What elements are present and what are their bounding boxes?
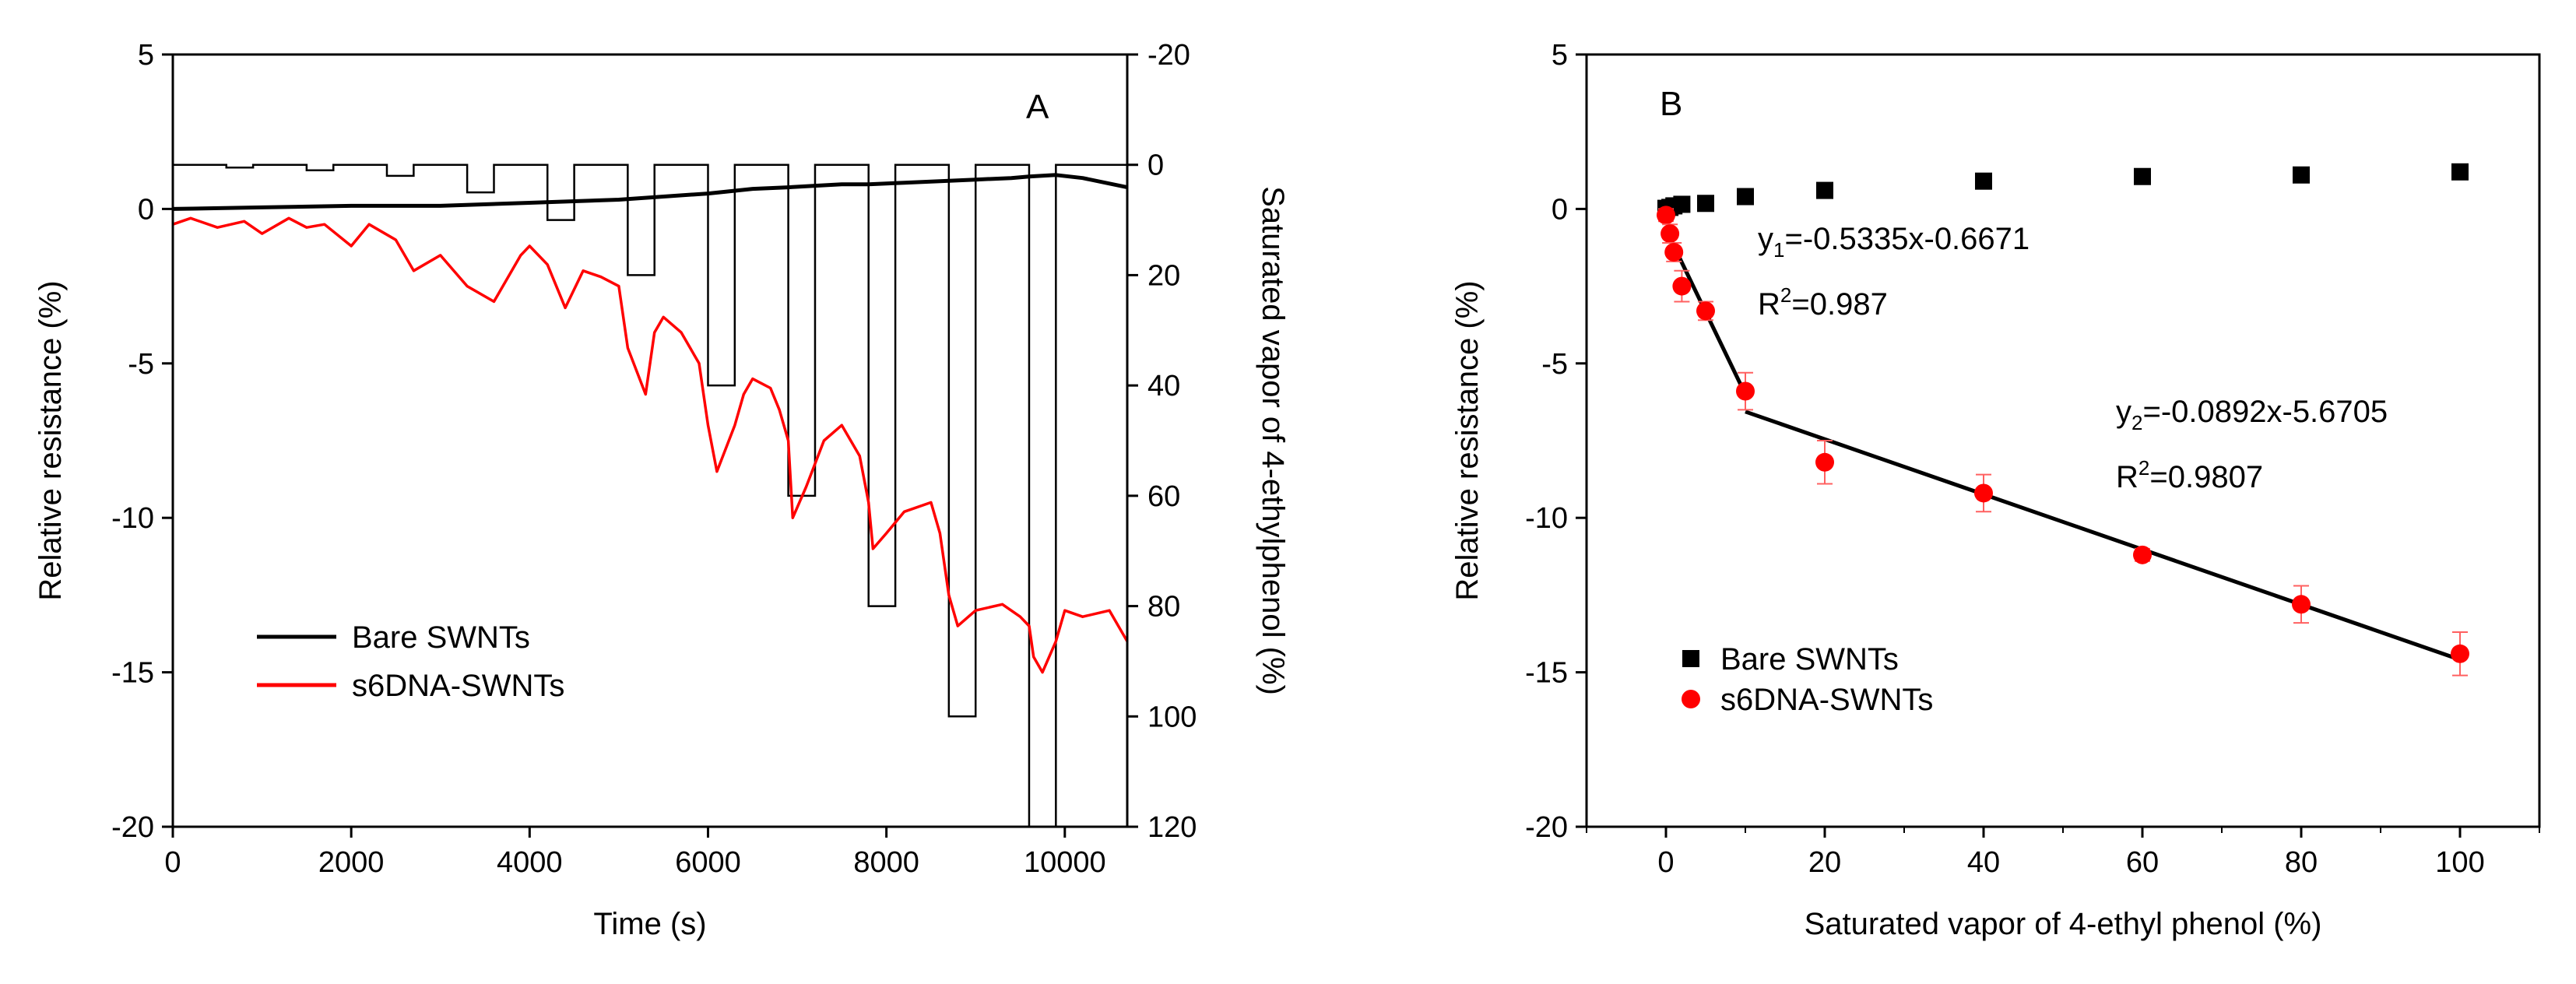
point-s6dna-swnts [1657,206,1675,225]
panel-a-y2-ticks: -20 0 20 40 60 80 100 120 [1127,39,1197,844]
point-bare-swnts [1816,181,1833,199]
point-s6dna-swnts [1664,242,1684,262]
r1-prefix: R [1758,287,1780,322]
series-line-bare-swnts [172,173,1128,211]
panel-a-legend: Bare SWNTs s6DNA-SWNTs [257,620,564,703]
point-bare-swnts [1737,188,1754,206]
x-tick-label: 80 [2285,846,2318,879]
x-tick-label: 0 [164,846,181,879]
r2-prefix: R [2116,460,2138,494]
y-tick-label: -10 [1525,502,1568,535]
y2-tick-label: 40 [1147,370,1180,402]
y-tick-label: 5 [138,39,154,72]
panel-a-y-axis-label: Relative resistance (%) [33,280,68,600]
panel-b-label: B [1660,85,1682,123]
resistance-series [172,173,1129,674]
y2-tick-label: 100 [1147,701,1197,733]
point-s6dna-swnts [1974,483,1993,503]
point-s6dna-swnts [1661,224,1680,244]
point-s6dna-swnts [2292,595,2311,614]
point-bare-swnts [2451,163,2469,181]
legend-label-bare-swnts: Bare SWNTs [1720,642,1899,676]
scatter-points [1657,163,2469,676]
eq2-sub: 2 [2131,411,2142,434]
y-tick-label: -10 [111,502,154,535]
panel-b-chart: 0 20 40 60 80 100 5 0 -5 -10 -15 -20 Saturated vap… [1450,39,2541,941]
panel-b-x-axis-label: Saturated vapor of 4-ethyl phenol (%) [1805,907,2322,941]
y2-tick-label: 80 [1147,591,1180,624]
panel-b-y-axis-label: Relative resistance (%) [1450,280,1485,600]
panel-a-label: A [1026,88,1049,126]
fit-equation-1: y1=-0.5335x-0.6671 [1758,222,2030,262]
x-tick-label: 40 [1967,846,2000,879]
panel-a-frame [171,53,1129,828]
x-tick-label: 8000 [853,846,919,879]
x-tick-label: 60 [2126,846,2159,879]
x-tick-label: 6000 [675,846,741,879]
panel-a-x-ticks: 0 2000 4000 6000 8000 10000 [164,827,1106,879]
vapor-step-series [173,163,1127,828]
legend-marker-s6dna-swnts [1682,690,1700,708]
point-bare-swnts [2293,166,2310,184]
y2-tick-label: 20 [1147,259,1180,292]
r1-sup: 2 [1780,283,1791,307]
point-s6dna-swnts [1736,381,1755,401]
x-tick-label: 2000 [318,846,385,879]
eq2-rest: =-0.0892x-5.6705 [2142,395,2388,429]
eq1-y: y [1758,222,1773,256]
panel-b-y-ticks: 5 0 -5 -10 -15 -20 [1525,39,1587,844]
y-tick-label: 5 [1552,39,1568,72]
panel-b-x-ticks: 0 20 40 60 80 100 [1586,827,2540,879]
y-tick-label: -15 [1525,657,1568,690]
panel-b-legend: Bare SWNTs s6DNA-SWNTs [1682,642,1933,717]
y2-tick-label: 60 [1147,480,1180,513]
fit-r2-2: R2=0.9807 [2116,456,2263,494]
x-tick-label: 20 [1808,846,1841,879]
panel-a-chart: 0 2000 4000 6000 8000 10000 5 0 -5 -10 -15 -20 -20… [33,39,1290,941]
y-tick-label: -20 [111,811,154,844]
legend-marker-bare-swnts [1682,650,1699,667]
y2-tick-label: 0 [1147,149,1164,182]
point-bare-swnts [1975,172,1992,190]
y-tick-label: -15 [111,657,154,690]
series-line-s6dna-swnts [172,216,1129,674]
point-s6dna-swnts [2133,545,2152,564]
x-tick-label: 10000 [1024,846,1106,879]
legend-label-s6dna-swnts: s6DNA-SWNTs [352,669,564,703]
panel-a-y-ticks: 5 0 -5 -10 -15 -20 [111,39,173,844]
panel-a-x-axis-label: Time (s) [593,907,706,941]
point-bare-swnts [1697,195,1714,213]
legend-label-bare-swnts: Bare SWNTs [352,620,530,655]
fit-r2-1: R2=0.987 [1758,283,1888,322]
point-s6dna-swnts [1672,276,1692,296]
x-tick-label: 100 [2435,846,2484,879]
eq2-y: y [2116,395,2131,429]
r2-sup: 2 [2138,456,2149,480]
point-s6dna-swnts [1696,301,1715,321]
y2-tick-label: -20 [1147,39,1190,72]
eq1-rest: =-0.5335x-0.6671 [1784,222,2030,256]
r2-rest: =0.9807 [2149,460,2263,494]
y-tick-label: -20 [1525,811,1568,844]
point-s6dna-swnts [1815,452,1834,472]
y2-tick-label: 120 [1147,811,1197,844]
y-tick-label: 0 [138,193,154,226]
point-bare-swnts [1673,195,1691,213]
vapor-step-line [173,163,1127,828]
x-tick-label: 4000 [497,846,563,879]
y-tick-label: 0 [1552,193,1568,226]
y-tick-label: -5 [128,348,154,381]
legend-label-s6dna-swnts: s6DNA-SWNTs [1720,683,1933,717]
fit-equation-2: y2=-0.0892x-5.6705 [2116,395,2388,434]
point-bare-swnts [2134,167,2151,185]
y-tick-label: -5 [1541,348,1568,381]
r1-rest: =0.987 [1791,287,1887,322]
panel-a-y2-axis-label: Saturated vapor of 4-ethylphenol (%) [1256,186,1290,695]
x-tick-label: 0 [1657,846,1674,879]
point-s6dna-swnts [2451,644,2469,663]
eq1-sub: 1 [1773,238,1784,262]
fit-line-2 [1745,409,2461,662]
